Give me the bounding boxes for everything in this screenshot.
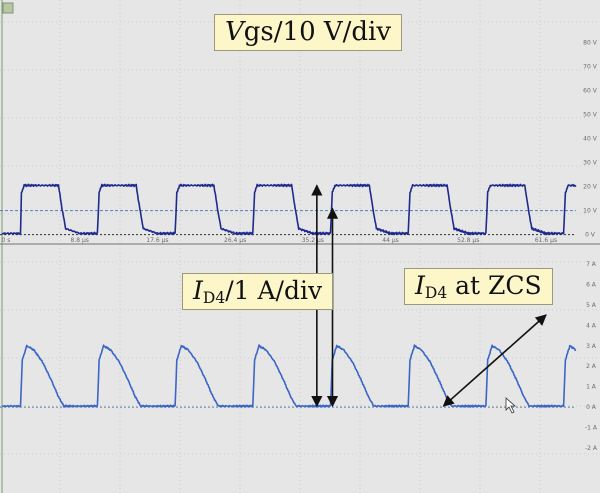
vgs-y-tick-label: 30 V: [583, 160, 598, 167]
id4-y-tick-label: 4 A: [586, 322, 597, 329]
vgs-trace: [1, 183, 577, 236]
zcs-arrow: [442, 314, 547, 407]
vgs-y-tick-label: 70 V: [583, 64, 598, 71]
vgs-y-tick-label: 60 V: [583, 88, 598, 95]
mouse-cursor-icon: [505, 397, 517, 414]
vgs-scale-text: gs/10 V/div: [243, 17, 392, 47]
x-tick-label: 61.6 µs: [535, 237, 557, 244]
zcs-text: at ZCS: [447, 271, 542, 300]
vgs-y-tick-label: 20 V: [583, 184, 598, 191]
id4-y-tick-label: 0 A: [586, 404, 597, 411]
id4-y-tick-label: 3 A: [586, 343, 597, 350]
vgs-y-tick-label: 80 V: [583, 40, 598, 47]
x-tick-label: 26.4 µs: [224, 237, 246, 244]
x-tick-label: 35.2 µs: [302, 237, 324, 244]
id4-scale-label: ID4/1 A/div: [182, 273, 334, 311]
id4-scale-text: /1 A/div: [225, 276, 323, 305]
vgs-y-tick-label: 10 V: [583, 208, 598, 215]
x-tick-label: 8.8 µs: [71, 237, 89, 244]
vgs-y-tick-label: 40 V: [583, 136, 598, 143]
id4-y-tick-label: -1 A: [585, 424, 598, 431]
x-tick-label: 0 s: [2, 237, 11, 244]
zcs-var: I: [415, 271, 425, 300]
x-tick-label: 17.6 µs: [146, 237, 168, 244]
id4-y-tick-label: 5 A: [586, 302, 597, 309]
id4-y-tick-label: 7 A: [586, 261, 597, 268]
panel-marker: [2, 2, 14, 14]
id4-var: I: [193, 276, 203, 305]
id4-y-tick-label: 2 A: [586, 363, 597, 370]
zcs-subscript: D4: [424, 283, 448, 302]
id4-y-tick-label: 1 A: [586, 384, 597, 391]
vgs-var: V: [225, 17, 244, 47]
x-tick-label: 44 µs: [382, 237, 399, 244]
id4-zcs-label: ID4 at ZCS: [404, 268, 553, 306]
vgs-y-tick-label: 50 V: [583, 112, 598, 119]
id4-subscript: D4: [202, 288, 226, 307]
vgs-scale-label: Vgs/10 V/div: [214, 14, 403, 52]
x-tick-label: 52.8 µs: [457, 237, 479, 244]
id4-y-tick-label: 6 A: [586, 282, 597, 289]
id4-y-tick-label: -2 A: [585, 445, 598, 452]
vgs-y-tick-label: 0 V: [585, 232, 596, 239]
